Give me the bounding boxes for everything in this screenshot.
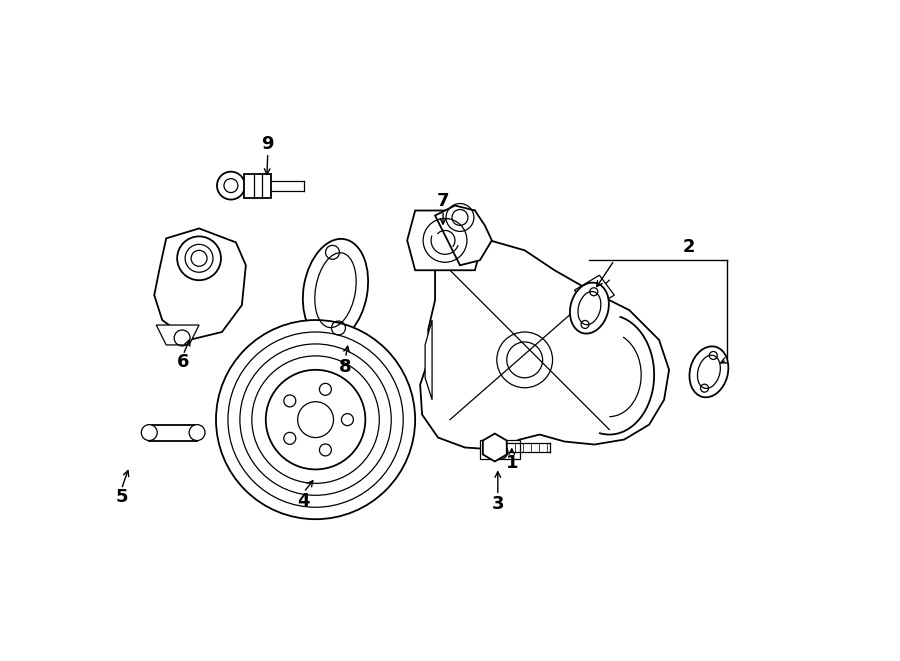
Polygon shape: [480, 440, 519, 459]
Polygon shape: [244, 174, 271, 198]
Ellipse shape: [689, 346, 728, 397]
Ellipse shape: [189, 424, 205, 440]
Polygon shape: [157, 325, 199, 345]
Ellipse shape: [570, 283, 609, 334]
Ellipse shape: [302, 239, 368, 342]
Ellipse shape: [177, 237, 221, 280]
Text: 4: 4: [297, 492, 310, 510]
Polygon shape: [435, 206, 491, 265]
Polygon shape: [407, 210, 483, 270]
Text: 6: 6: [177, 353, 189, 371]
Polygon shape: [574, 275, 615, 310]
Text: 8: 8: [339, 358, 352, 376]
Text: 7: 7: [436, 192, 449, 210]
Polygon shape: [483, 434, 507, 461]
Ellipse shape: [216, 320, 415, 519]
Ellipse shape: [217, 172, 245, 200]
Text: 1: 1: [506, 455, 518, 473]
Polygon shape: [425, 320, 432, 400]
Text: 2: 2: [683, 239, 695, 256]
Polygon shape: [420, 241, 669, 449]
Ellipse shape: [266, 370, 365, 469]
Polygon shape: [149, 424, 197, 440]
Text: 3: 3: [491, 495, 504, 514]
Ellipse shape: [141, 424, 158, 440]
Text: 5: 5: [115, 488, 128, 506]
Text: 9: 9: [262, 135, 274, 153]
Polygon shape: [154, 229, 246, 340]
